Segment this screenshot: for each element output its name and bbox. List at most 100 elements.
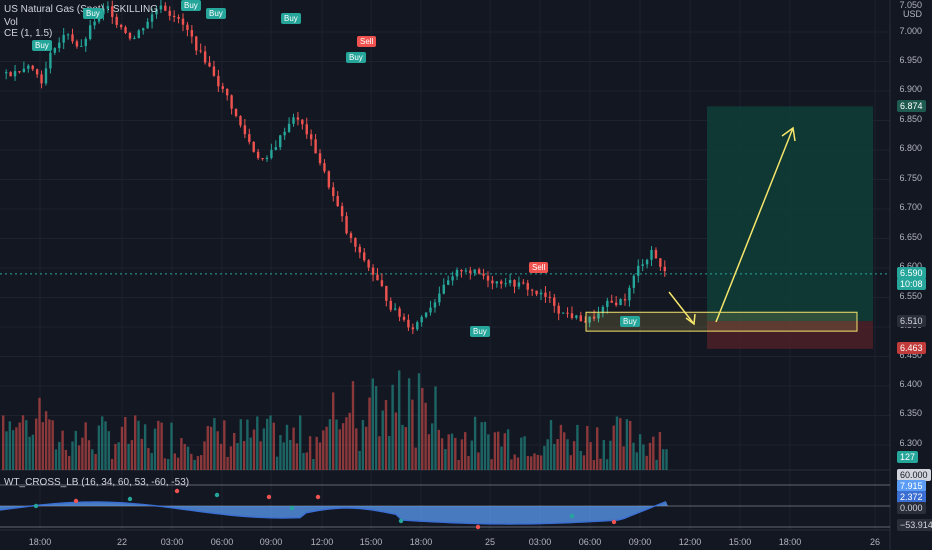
- candle-body: [318, 153, 322, 164]
- candle-body: [504, 283, 507, 285]
- candle-body: [327, 171, 331, 188]
- volume-bar: [167, 459, 170, 470]
- price-tick-label: 6.300: [899, 438, 922, 448]
- volume-bar: [579, 450, 582, 470]
- volume-bar: [183, 443, 186, 470]
- volume-bar: [467, 456, 470, 470]
- volume-bar: [513, 454, 516, 470]
- volume-bar: [315, 436, 318, 470]
- candle-body: [539, 292, 543, 295]
- volume-bar: [365, 426, 368, 470]
- time-tick-label: 15:00: [728, 537, 752, 547]
- volume-bar: [160, 422, 163, 470]
- candle-body: [106, 6, 110, 9]
- volume-bar: [64, 449, 68, 470]
- volume-bar: [642, 444, 645, 470]
- candle-body: [340, 206, 344, 217]
- volume-bar: [520, 437, 523, 470]
- volume-bar: [526, 455, 530, 470]
- volume-bar: [236, 443, 239, 470]
- candle-body: [203, 51, 207, 63]
- cross-dot: [214, 492, 220, 498]
- volume-bar: [477, 452, 480, 470]
- cross-dot: [127, 496, 133, 502]
- buy-signal-marker: Buy: [620, 316, 640, 327]
- cross-dot: [266, 494, 272, 500]
- volume-bar: [384, 400, 388, 470]
- candle-body: [398, 308, 401, 317]
- volume-bar: [539, 455, 543, 470]
- candle-body: [486, 275, 490, 281]
- candle-body: [172, 15, 176, 18]
- candle-body: [393, 308, 397, 310]
- volume-bar: [612, 425, 615, 470]
- candle-body: [508, 280, 512, 284]
- volume-bar: [226, 456, 229, 470]
- volume-bar: [5, 431, 8, 470]
- candle-body: [380, 280, 384, 286]
- volume-bar: [417, 373, 421, 470]
- volume-bar: [421, 387, 424, 470]
- volume-bar: [503, 433, 506, 470]
- candle-body: [44, 68, 48, 84]
- volume-bar: [282, 442, 285, 470]
- candle-body: [18, 71, 21, 73]
- volume-bar: [427, 434, 431, 470]
- volume-bar: [497, 431, 500, 470]
- volume-bar: [572, 441, 576, 470]
- volume-bar: [592, 459, 596, 470]
- volume-bar: [424, 402, 427, 470]
- candle-body: [217, 75, 220, 87]
- candle-body: [495, 281, 499, 284]
- volume-bar: [549, 419, 553, 470]
- candle-body: [628, 287, 631, 301]
- time-tick-label: 09:00: [259, 537, 283, 547]
- current-price-tag: 6.590: [897, 267, 926, 279]
- cross-dot: [33, 503, 39, 509]
- indicator-legend[interactable]: CE (1, 1.5): [4, 28, 53, 39]
- candle-body: [35, 69, 39, 75]
- volume-bar: [361, 419, 365, 470]
- candle-body: [115, 16, 118, 25]
- volume-bar: [487, 434, 490, 470]
- volume-bar: [615, 416, 619, 470]
- volume-bar: [101, 416, 104, 470]
- volume-bar: [302, 453, 305, 470]
- time-tick-label: 18:00: [28, 537, 52, 547]
- volume-bar: [596, 427, 599, 470]
- candle-body: [513, 280, 516, 287]
- volume-bar: [130, 440, 134, 470]
- volume-bar: [553, 443, 556, 470]
- osc-wt1-tag: 7.915: [897, 480, 926, 492]
- candle-body: [84, 39, 87, 46]
- osc-lower-tag: −53.914: [897, 519, 932, 531]
- price-tick-label: 7.000: [899, 26, 922, 36]
- candle-body: [579, 315, 582, 322]
- symbol-title[interactable]: US Natural Gas (Spot) · SKILLING: [4, 4, 158, 15]
- candle-body: [491, 280, 494, 284]
- volume-bar: [216, 431, 219, 470]
- candle-body: [283, 131, 286, 136]
- price-tick-label: 6.400: [899, 379, 922, 389]
- volume-tag: 127: [897, 451, 919, 463]
- candle-body: [429, 307, 432, 313]
- candle-body: [212, 66, 216, 76]
- volume-bar: [163, 458, 167, 470]
- time-tick-label: 22: [116, 537, 128, 547]
- volume-bar: [312, 459, 315, 470]
- candle-body: [619, 299, 622, 306]
- volume-legend[interactable]: Vol: [4, 17, 18, 28]
- volume-bar: [31, 434, 35, 470]
- volume-bar: [658, 431, 662, 470]
- sell-signal-marker: Sell: [357, 36, 377, 47]
- candle-body: [296, 117, 300, 120]
- candle-body: [645, 259, 649, 265]
- oscillator-legend[interactable]: WT_CROSS_LB (16, 34, 60, 53, -60, -53): [4, 477, 190, 488]
- volume-bar: [559, 424, 563, 470]
- volume-bar: [74, 430, 77, 470]
- currency-label[interactable]: USD: [902, 9, 922, 19]
- volume-bar: [322, 430, 325, 470]
- candle-body: [477, 269, 481, 274]
